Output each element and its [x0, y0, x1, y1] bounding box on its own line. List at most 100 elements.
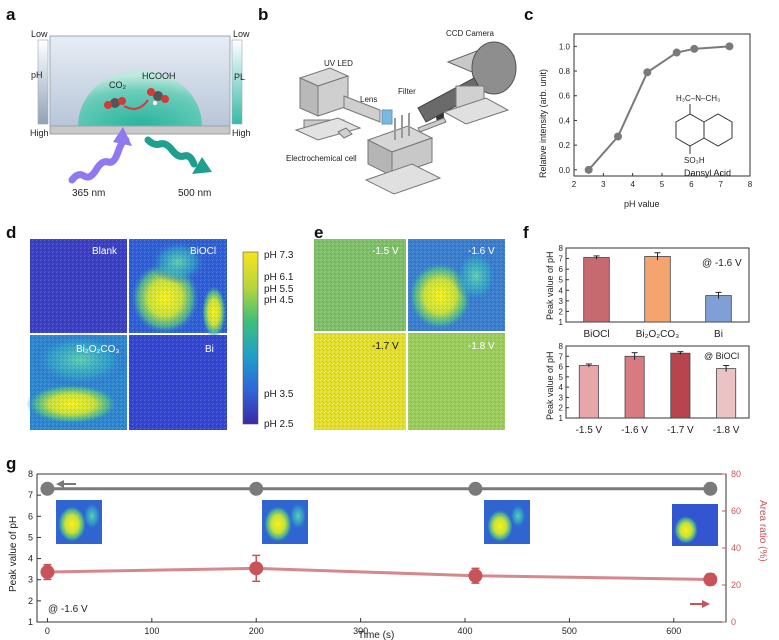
chart-g-right-y-tick-label: 0: [731, 617, 736, 627]
panel-a: a Low pH High Low PL High CO₂ HCOOH 365 …: [6, 5, 251, 199]
chart-f-top-y-ticks: 1 23 45 67 8: [559, 244, 569, 327]
chart-f-bottom-bar: [716, 368, 737, 419]
chart-f-bottom-y-tick-label: 5: [559, 373, 564, 382]
chart-f-bottom-bar: [578, 365, 599, 419]
chart-c-points: [584, 42, 734, 174]
noise-overlay: [408, 333, 505, 430]
chart-f-top-y-tick-label: 7: [559, 255, 564, 264]
pl-low-label: Low: [233, 29, 250, 39]
lens-label: Lens: [360, 95, 377, 104]
noise-overlay: [30, 335, 127, 430]
ph-dome: [78, 70, 202, 126]
dansyl-nme2-label: H₃C–N–CH₃: [676, 94, 720, 103]
ph-axis-label: pH: [31, 70, 43, 80]
chart-g-ph-point: [249, 481, 264, 496]
co2-molecule-icon: [104, 97, 126, 109]
chart-c-series-line: [587, 45, 730, 171]
chart-f-bottom-y-tick-label: 6: [559, 363, 564, 372]
label-minus-1-6v: -1.6 V: [468, 246, 495, 257]
panel-label-g: g: [6, 454, 16, 473]
colorbar-tick-45: pH 4.5: [264, 295, 294, 306]
chart-g-area-point: [249, 561, 264, 576]
pl-high-label: High: [232, 128, 251, 138]
chart-g-area-points: [40, 554, 718, 587]
chart-c-x-tick-label: 5: [660, 180, 665, 189]
uv-led-label: UV LED: [324, 59, 353, 68]
thumbnail-t410: [484, 500, 530, 544]
chart-f-bottom-frame: [565, 345, 750, 419]
chart-f-bottom-bar: [670, 352, 691, 419]
chart-g-x-tick-label: 0: [45, 626, 50, 636]
chart-c-point: [614, 132, 622, 141]
chart-f-bottom-y-tick-label: 3: [559, 393, 564, 402]
colorbar-tick-61: pH 6.1: [264, 272, 294, 283]
chart-f-top-y-tick-label: 1: [559, 318, 564, 327]
lens-tube-icon: [343, 95, 393, 125]
chart-f-top-bar: [583, 257, 610, 323]
noise-overlay: [129, 335, 227, 430]
chart-f-top-y-tick-label: 4: [559, 286, 564, 295]
chart-g-ph-point: [468, 481, 483, 496]
noise-overlay: [129, 239, 227, 333]
panel-label-a: a: [6, 5, 16, 24]
chart-c-xlabel: pH value: [624, 199, 660, 209]
chart-f-bottom-categories: -1.5 V -1.6 V -1.7 V -1.8 V: [576, 425, 740, 436]
electrochemical-cell-label: Electrochemical cell: [286, 154, 357, 163]
panel-b: b: [258, 5, 517, 195]
label-minus-1-8v: -1.8 V: [468, 341, 495, 352]
noise-overlay: [30, 239, 127, 333]
chart-g-x-tick-label: 600: [666, 626, 681, 636]
chart-g-area-point: [40, 565, 55, 580]
chart-f-bottom-bars: [578, 351, 737, 419]
chart-c-y-tick-label: 0.4: [559, 116, 571, 125]
chart-f-top-ylabel: Peak value of pH: [545, 251, 555, 320]
colorbar-tick-55: pH 5.5: [264, 284, 294, 295]
noise-overlay: [408, 239, 505, 331]
electrode-plate: [49, 125, 231, 135]
panel-e: e -1.5 V -1.6 V -1.7 V -1.8 V: [314, 223, 505, 430]
label-minus-1-5v: -1.5 V: [372, 246, 399, 257]
chart-c-x-tick-label: 2: [572, 180, 577, 189]
colorbar-tick-35: pH 3.5: [264, 389, 294, 400]
noise-overlay: [314, 333, 406, 430]
chart-f-top-annotation: @ -1.6 V: [702, 258, 742, 269]
chart-f-top-bar: [705, 295, 732, 323]
chart-f-bottom-bar: [624, 355, 645, 419]
pl-scale-bar: [231, 39, 243, 125]
chart-f-bottom-y-tick-label: 7: [559, 352, 564, 361]
chart-g-ph-point: [703, 481, 718, 496]
emission-wave-icon: [144, 136, 198, 168]
chart-g-left-y-tick-label: 7: [28, 490, 33, 500]
label-biocl: BiOCl: [190, 246, 216, 257]
ph-high-label: High: [30, 128, 49, 138]
chart-f-top-category-label: Bi: [714, 329, 723, 340]
ccd-camera-label: CCD Camera: [446, 29, 495, 38]
chart-g-xlabel: Time (s): [358, 630, 394, 640]
thumbnail-t0: [56, 500, 102, 544]
chart-f-top-category-label: Bi₂O₂CO₃: [636, 329, 680, 340]
chart-g-frame: [36, 473, 727, 623]
excitation-arrowhead-icon: [113, 127, 132, 146]
chart-g-annotation: @ -1.6 V: [48, 604, 88, 615]
chart-g-left-y-tick-label: 1: [28, 617, 33, 627]
chart-f-bottom-y-tick-label: 8: [559, 342, 564, 351]
chart-g-ph-point: [40, 481, 55, 496]
chart-f-top-bar: [644, 256, 671, 323]
chart-g-ph-points: [40, 481, 718, 496]
chart-g-x-tick-label: 300: [353, 626, 368, 636]
chart-f-top-y-tick-label: 6: [559, 265, 564, 274]
chart-g-left-y-tick-label: 4: [28, 554, 33, 564]
chart-g-left-y-tick-label: 2: [28, 596, 33, 606]
chart-c-x-tick-label: 7: [718, 180, 723, 189]
chart-g-left-y-tick-label: 8: [28, 469, 33, 479]
label-bi: Bi: [205, 344, 214, 355]
dansyl-molecule-icon: [675, 104, 733, 154]
panel-d: d Blank BiOCl Bi₂O₂CO₃ Bi pH 7.3 pH 6.1 …: [6, 223, 294, 430]
noise-overlay: [314, 239, 406, 331]
panel-label-e: e: [314, 223, 323, 242]
chart-f-bottom-category-label: -1.5 V: [576, 425, 603, 436]
ph-colorbar: [242, 251, 259, 425]
chart-f-bottom-y-tick-label: 2: [559, 404, 564, 413]
excitation-wave-icon: [68, 136, 130, 184]
panel-label-b: b: [258, 5, 268, 24]
